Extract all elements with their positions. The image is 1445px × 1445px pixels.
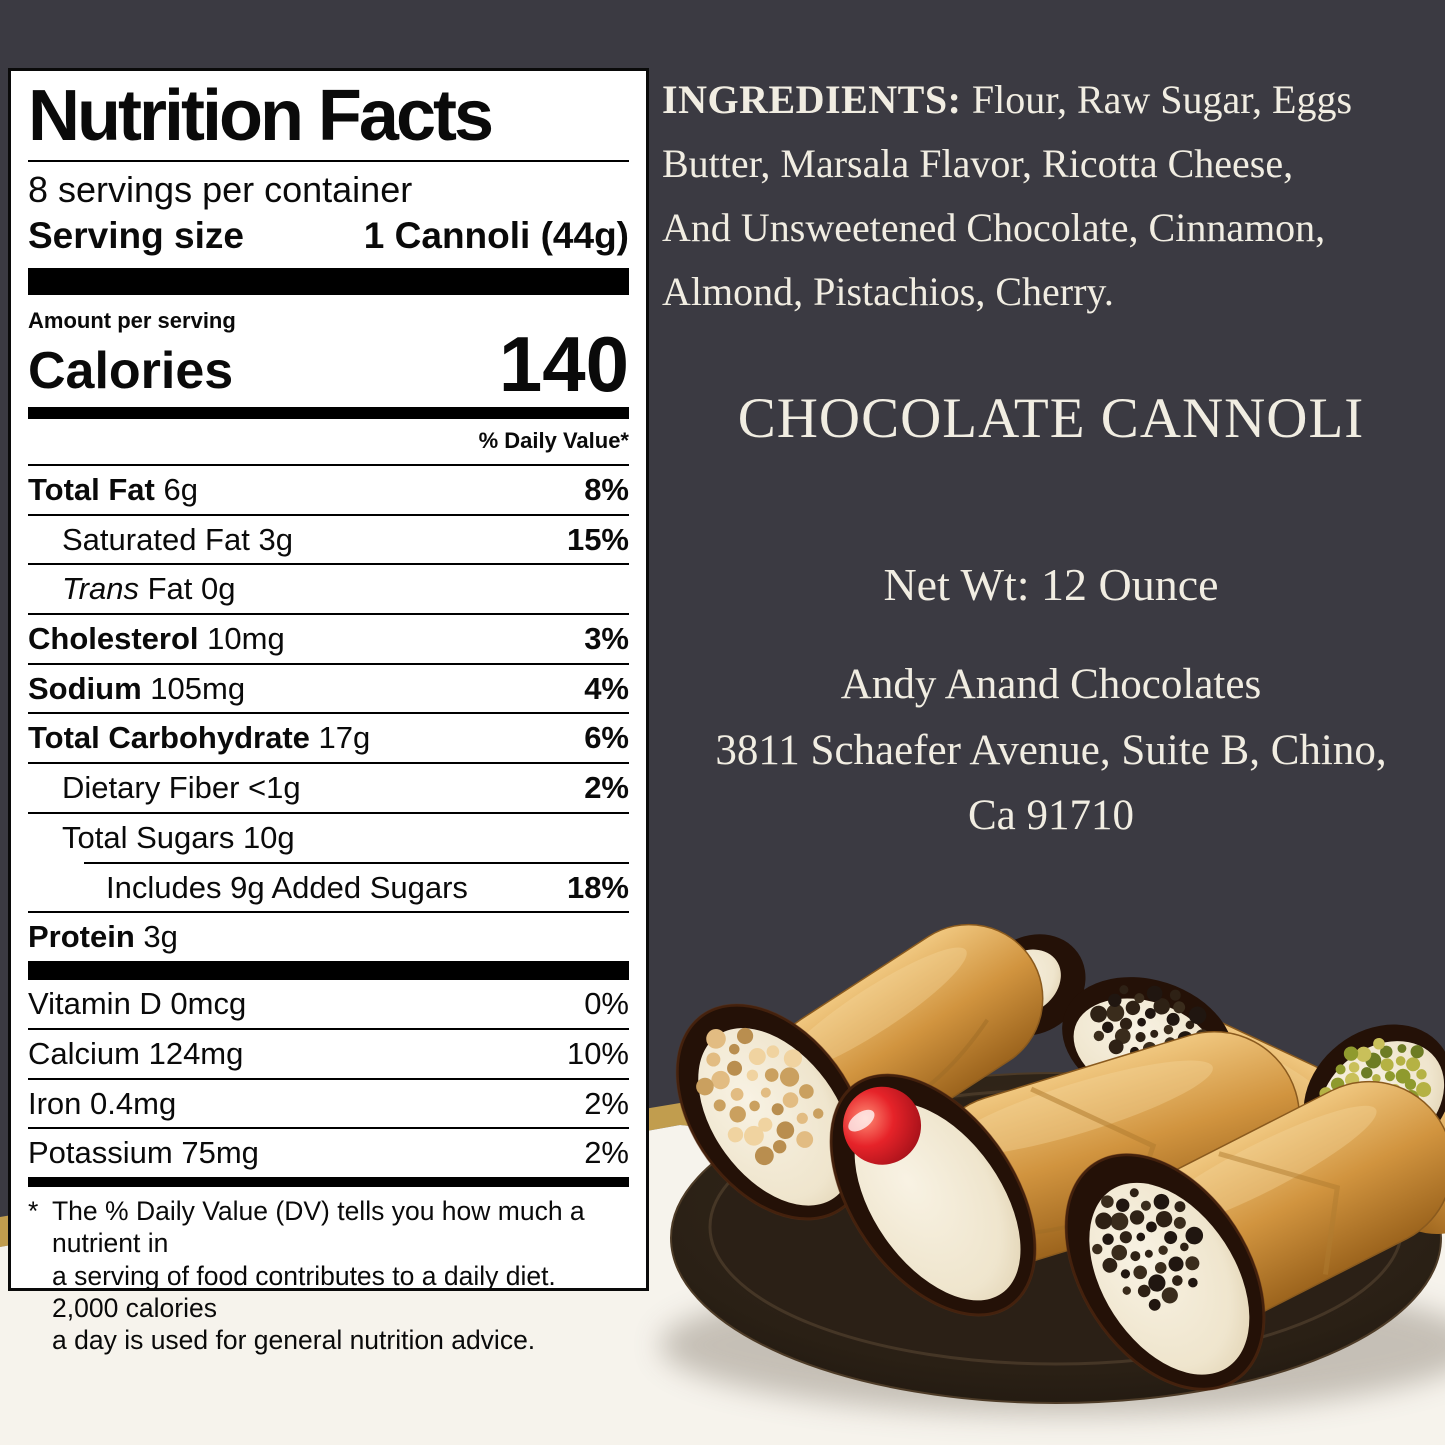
nutrition-facts-title: Nutrition Facts [28,76,494,156]
daily-value-footnote: * The % Daily Value (DV) tells you how m… [28,1187,629,1357]
serving-size-value: 1 Cannoli (44g) [363,215,629,257]
thick-divider [28,961,629,981]
nutrient-row: Vitamin D 0mcg 0% [28,986,629,1022]
company-name: Andy Anand Chocolates [840,661,1262,708]
nutrient-row: Includes 9g Added Sugars 18% [84,861,629,912]
vitamin-rows: Vitamin D 0mcg 0% Calcium 124mg 10% Iron 0.4… [28,980,629,1177]
product-info-panel: INGREDIENTS: Flour, Raw Sugar, Eggs Butte… [660,0,1442,1445]
serving-size-label: Serving size [28,215,244,257]
serving-size-row: Serving size 1 Cannoli (44g) [28,215,629,257]
nutrient-row: Total Carbohydrate 17g 6% [28,712,629,762]
cherry [843,1086,922,1165]
address-line-1: 3811 Schaefer Avenue, Suite B, Chino, [715,727,1387,774]
footnote-marker: * [28,1195,39,1226]
nutrient-row: Cholesterol 10mg 3% [28,613,629,663]
cannoli-photo [660,923,1445,1415]
nutrient-row: Total Fat 6g 8% [28,463,629,514]
cannoli-back-left [675,923,1086,1221]
nutrient-row: Sodium 105mg 4% [28,662,629,713]
cannoli-front-right [1064,1080,1445,1391]
net-weight: Net Wt: 12 Ounce [883,559,1219,610]
nutrient-row: Total Sugars 10g [28,811,629,862]
nutrient-row: Dietary Fiber <1g 2% [28,762,629,812]
nutrition-facts-panel: Nutrition Facts 8 servings per container… [8,68,649,1355]
divider [28,159,629,162]
nutrient-row: Trans Fat 0g [28,563,629,613]
nutrient-row: Iron 0.4mg 2% [28,1077,629,1128]
calories-label: Calories [28,342,234,401]
servings-per-container: 8 servings per container [28,168,413,210]
nutrient-row: Calcium 124mg 10% [28,1027,629,1078]
medium-divider [28,406,629,419]
footnote-text: The % Daily Value (DV) tells you how muc… [52,1195,585,1356]
daily-value-header: % Daily Value* [478,427,629,453]
amount-per-serving-label: Amount per serving [28,308,236,334]
address-line-2: Ca 91710 [967,792,1135,839]
product-name: CHOCOLATE CANNOLI [737,387,1365,450]
nutrient-row: Protein 3g [28,911,629,961]
nut-topping [696,1027,824,1166]
calories-row: Calories 140 [28,320,629,409]
calories-value: 140 [498,320,629,409]
chocolate-crumb-topping [1092,1188,1204,1311]
medium-divider [28,1176,629,1187]
nutrient-rows: Total Fat 6g 8% Saturated Fat 3g 15% Trans F… [28,463,629,961]
nutrient-row: Potassium 75mg 2% [28,1127,629,1177]
ingredients-text: INGREDIENTS: Flour, Raw Sugar, Eggs Butte… [662,77,1353,314]
nutrient-row: Saturated Fat 3g 15% [28,513,629,564]
thick-divider [28,268,629,296]
